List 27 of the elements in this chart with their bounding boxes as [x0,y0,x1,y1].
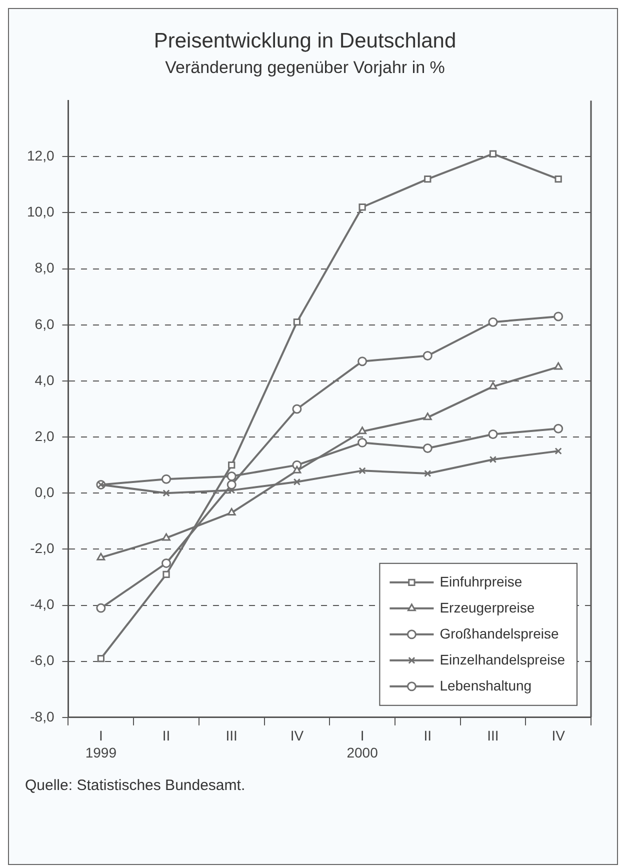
y-tick-label: 8,0 [34,260,54,276]
chart-subtitle: Veränderung gegenüber Vorjahr in % [165,58,445,78]
y-tick-label: 10,0 [27,204,54,220]
x-tick-label: II [162,728,170,744]
x-tick-label: IV [290,728,304,744]
x-tick-label: III [487,728,499,744]
y-tick-label: 4,0 [34,372,54,388]
x-tick-label: II [424,728,432,744]
x-tick-label: I 2000 [346,728,378,760]
legend-label: Lebenshaltung [440,677,532,694]
y-tick-label: -8,0 [30,708,54,724]
y-tick-label: 6,0 [34,316,54,332]
chart-title: Preisentwicklung in Deutschland [154,29,456,52]
legend-label: Einfuhrpreise [440,573,522,590]
y-tick-label: 12,0 [27,148,54,164]
legend-label: Erzeugerpreise [440,599,535,616]
y-tick-label: -2,0 [30,540,54,556]
legend-label: Einzelhandelspreise [440,651,566,668]
legend-label: Großhandelspreise [440,625,559,642]
source-note: Quelle: Statistisches Bundesamt. [24,776,246,796]
y-tick-label: 2,0 [34,428,54,444]
y-tick-label: -4,0 [30,596,54,612]
x-tick-label: III [226,728,238,744]
y-tick-label: -6,0 [30,652,54,668]
x-tick-label: IV [552,728,566,744]
y-tick-label: 0,0 [34,484,54,500]
x-tick-label: I 1999 [85,728,117,760]
